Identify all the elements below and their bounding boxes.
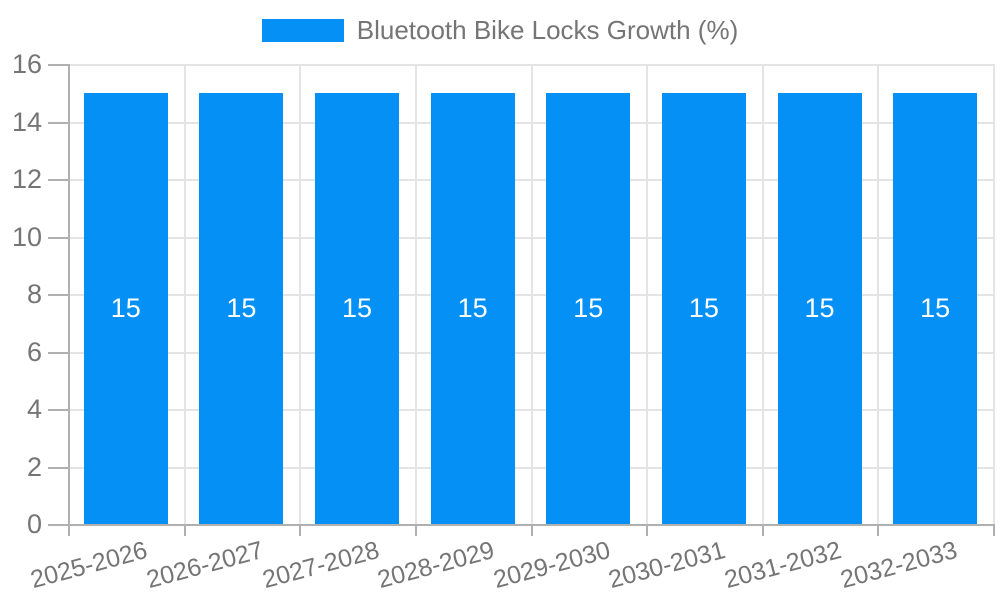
bar-value-label: 15 xyxy=(226,292,257,323)
plot-area: 0 2 4 6 8 10 12 14 16 15 15 15 15 15 15 15 15 2025-2026 20… xyxy=(12,51,995,594)
bar-value-label: 15 xyxy=(110,292,141,323)
y-tick xyxy=(48,121,68,124)
x-axis-line xyxy=(68,524,993,526)
bar-value-label: 15 xyxy=(342,292,373,323)
x-tick xyxy=(761,524,764,536)
y-tick xyxy=(48,179,68,181)
y-tick-label: 0 xyxy=(26,509,42,539)
y-tick-label: 8 xyxy=(26,279,42,309)
x-tick xyxy=(877,524,880,536)
x-tick-label: 2030-2031 xyxy=(605,536,729,595)
x-tick-label: 2028-2029 xyxy=(374,536,498,595)
x-gridline xyxy=(761,64,764,524)
bar-value-label: 15 xyxy=(804,292,835,323)
bar-value-label: 15 xyxy=(688,292,719,323)
x-tick-label: 2027-2028 xyxy=(259,536,382,595)
legend-swatch xyxy=(261,18,344,42)
y-tick xyxy=(48,236,68,239)
y-tick-label: 4 xyxy=(26,394,42,424)
x-gridline xyxy=(877,64,880,524)
x-tick xyxy=(68,524,70,536)
bar[interactable]: 15 xyxy=(661,92,746,524)
x-gridline xyxy=(646,64,649,524)
bar[interactable]: 15 xyxy=(430,92,515,524)
x-tick-label: 2031-2032 xyxy=(721,536,845,595)
y-tick xyxy=(48,409,68,411)
y-axis-line xyxy=(68,64,70,524)
x-tick xyxy=(646,524,649,536)
y-tick-label: 16 xyxy=(11,49,42,79)
y-tick-label: 14 xyxy=(11,106,42,137)
x-gridline xyxy=(299,64,302,524)
bar[interactable]: 15 xyxy=(315,92,400,524)
x-gridline xyxy=(183,64,186,524)
x-tick xyxy=(530,524,533,536)
x-tick-label: 2025-2026 xyxy=(27,536,151,595)
x-tick xyxy=(993,524,995,536)
bar-value-label: 15 xyxy=(457,292,488,323)
y-tick xyxy=(48,294,68,296)
bar[interactable]: 15 xyxy=(199,92,284,524)
x-tick xyxy=(183,524,186,536)
x-tick-label: 2032-2033 xyxy=(837,536,960,595)
x-gridline xyxy=(993,64,995,524)
legend-label: Bluetooth Bike Locks Growth (%) xyxy=(356,15,739,45)
x-tick xyxy=(414,524,417,536)
y-tick-label: 6 xyxy=(26,336,42,367)
bar[interactable]: 15 xyxy=(546,92,631,524)
x-tick-label: 2026-2027 xyxy=(143,536,267,595)
y-tick xyxy=(48,524,68,526)
bar-value-label: 15 xyxy=(573,292,604,323)
y-tick xyxy=(48,64,68,66)
bar[interactable]: 15 xyxy=(777,92,862,524)
bar[interactable]: 15 xyxy=(83,92,168,524)
x-gridline xyxy=(414,64,417,524)
bar-value-label: 15 xyxy=(920,292,951,323)
y-tick-label: 12 xyxy=(11,164,42,194)
x-tick xyxy=(299,524,302,536)
bar[interactable]: 15 xyxy=(893,92,978,524)
y-tick xyxy=(48,351,68,354)
y-tick-label: 10 xyxy=(11,221,42,252)
x-tick-label: 2029-2030 xyxy=(490,536,614,595)
y-tick xyxy=(48,466,68,469)
x-gridline xyxy=(530,64,533,524)
y-tick-label: 2 xyxy=(26,451,42,482)
y-gridline xyxy=(68,64,993,66)
legend[interactable]: Bluetooth Bike Locks Growth (%) xyxy=(0,17,1000,43)
